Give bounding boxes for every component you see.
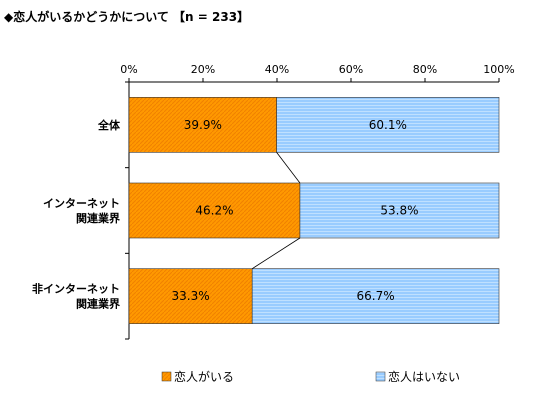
legend-swatch bbox=[161, 371, 172, 382]
legend-swatch bbox=[375, 371, 386, 382]
x-tick-label: 60% bbox=[339, 63, 363, 76]
bar-segment bbox=[128, 182, 301, 239]
x-tick-label: 40% bbox=[265, 63, 289, 76]
series-line bbox=[276, 152, 301, 184]
legend-label: 恋人がいる bbox=[174, 369, 234, 384]
data-label: 46.2% bbox=[195, 204, 233, 218]
bar-segment bbox=[299, 182, 500, 239]
legend-label: 恋人はいない bbox=[388, 369, 460, 384]
data-label: 33.3% bbox=[172, 289, 210, 303]
bar-segment bbox=[251, 268, 500, 324]
bar-segment bbox=[276, 97, 500, 153]
data-label: 60.1% bbox=[369, 118, 407, 132]
series-line bbox=[251, 237, 301, 270]
data-label: 39.9% bbox=[184, 118, 222, 132]
x-tick-label: 80% bbox=[413, 63, 437, 76]
x-tick-label: 20% bbox=[191, 63, 215, 76]
data-label: 53.8% bbox=[380, 204, 418, 218]
data-label: 66.7% bbox=[357, 289, 395, 303]
bar-segment bbox=[128, 97, 277, 153]
category-label: 非インターネット bbox=[32, 282, 120, 296]
category-label: インターネット bbox=[43, 197, 120, 210]
x-tick-label: 100% bbox=[483, 63, 514, 76]
x-tick-label: 0% bbox=[120, 63, 137, 76]
category-label: 関連業界 bbox=[76, 297, 120, 311]
chart-title: ◆恋人がいるかどうかについて 【n = 233】 bbox=[4, 10, 250, 24]
category-label: 関連業界 bbox=[76, 211, 120, 225]
category-label: 全体 bbox=[97, 118, 121, 132]
bar-segment bbox=[128, 268, 253, 324]
